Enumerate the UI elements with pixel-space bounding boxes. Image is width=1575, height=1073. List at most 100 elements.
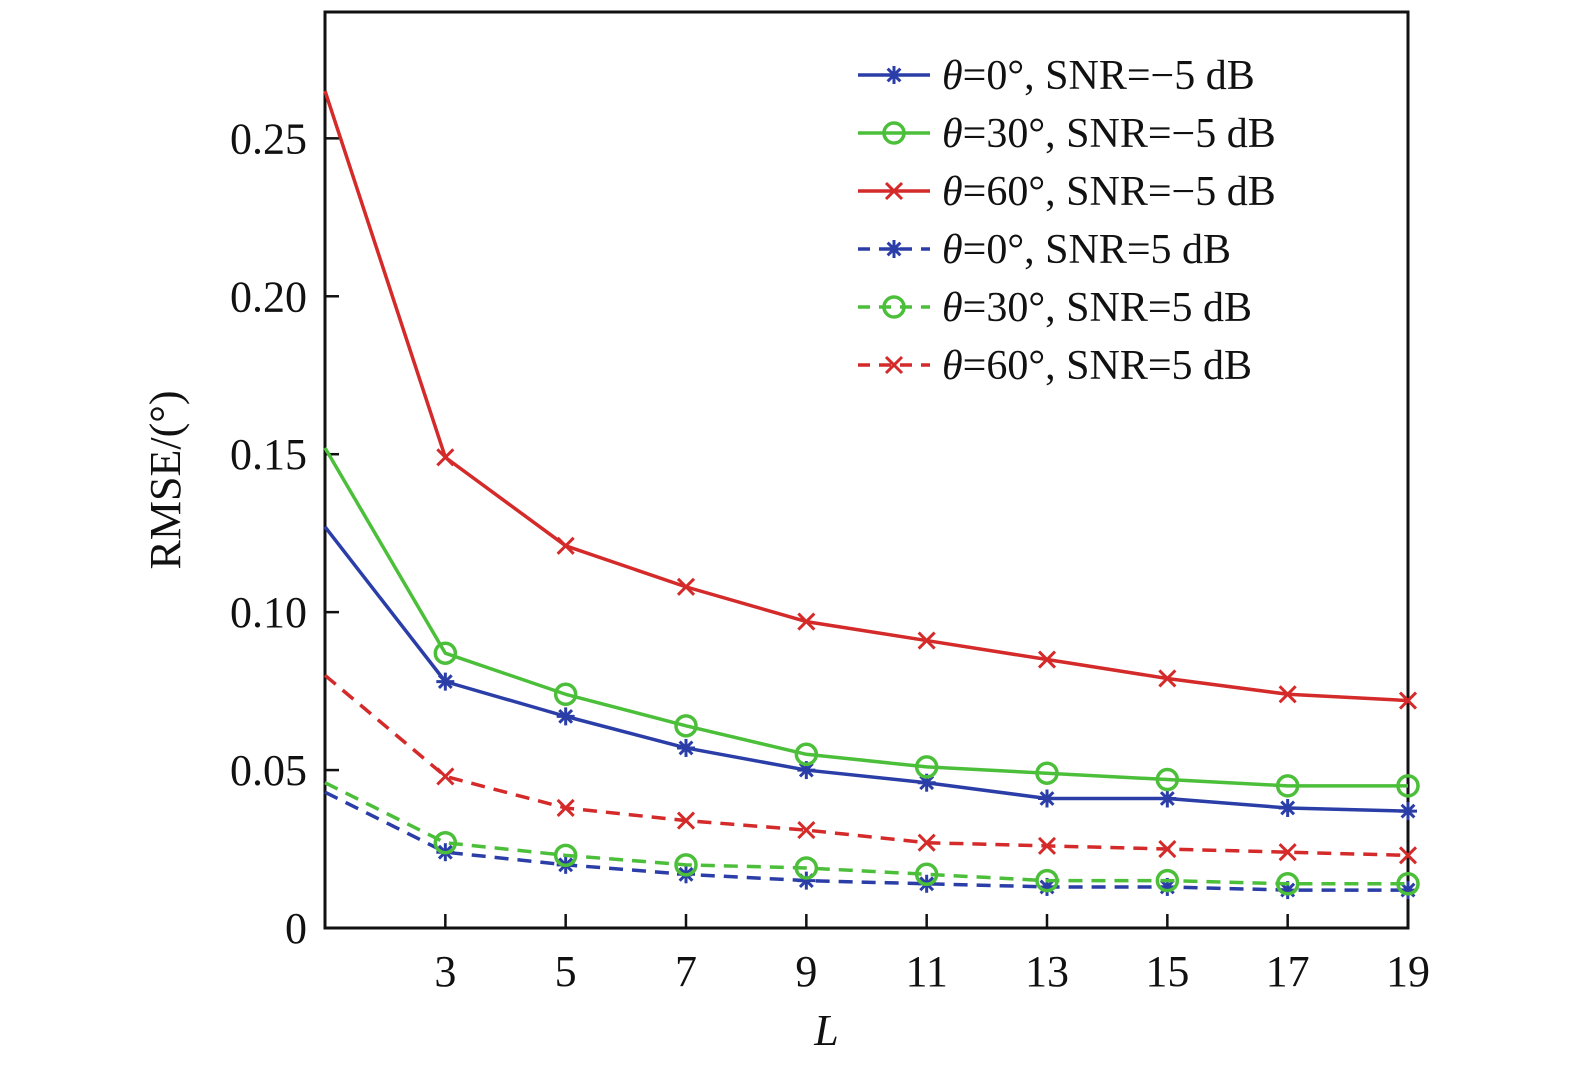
data-point — [1278, 685, 1297, 704]
legend-marker — [884, 355, 904, 375]
legend-theta: θ — [942, 227, 963, 273]
data-point — [436, 767, 455, 786]
data-point — [556, 798, 575, 818]
x-tick-label: 19 — [1386, 947, 1430, 996]
x-tick-label: 9 — [795, 947, 817, 996]
y-tick-label: 0.05 — [230, 746, 307, 795]
legend-item: θ=0°, SNR=−5 dB — [858, 53, 1255, 99]
data-point — [1396, 872, 1420, 896]
legend-marker — [885, 66, 903, 84]
legend: θ=0°, SNR=−5 dBθ=30°, SNR=−5 dBθ=60°, SN… — [858, 53, 1276, 389]
data-point — [674, 853, 698, 877]
x-tick-label: 5 — [555, 947, 577, 996]
data-point — [1158, 839, 1177, 859]
legend-theta: θ — [942, 53, 963, 99]
x-tick-label: 7 — [675, 947, 697, 996]
y-tick-label: 0.15 — [230, 430, 307, 479]
plot-border — [323, 10, 1410, 930]
y-axis-label: RMSE/(°) — [141, 391, 190, 570]
legend-name: =60°, SNR=−5 dB — [963, 169, 1276, 215]
series-layer — [323, 90, 1420, 900]
series-line — [323, 673, 1409, 858]
data-point — [1398, 846, 1418, 865]
data-point — [553, 843, 578, 868]
plot-frame — [323, 10, 1410, 930]
data-point — [1275, 872, 1300, 896]
data-point — [917, 631, 936, 650]
data-point — [677, 738, 695, 757]
legend-item: θ=60°, SNR=5 dB — [858, 343, 1252, 389]
legend-name: =30°, SNR=5 dB — [963, 285, 1252, 331]
data-point — [794, 856, 819, 880]
data-point — [1278, 843, 1297, 862]
legend-theta: θ — [942, 343, 963, 389]
series-3 — [323, 90, 1418, 710]
legend-label: θ=0°, SNR=−5 dB — [942, 53, 1255, 99]
data-point — [436, 448, 455, 467]
series-line — [323, 90, 1409, 703]
data-point — [914, 755, 939, 779]
legend-label: θ=60°, SNR=5 dB — [942, 343, 1252, 389]
series-5 — [324, 781, 1420, 896]
data-point — [1037, 836, 1057, 855]
series-2 — [323, 447, 1420, 798]
y-tick-label: 0 — [285, 904, 307, 953]
legend-item: θ=60°, SNR=−5 dB — [858, 169, 1276, 215]
data-point — [914, 862, 939, 887]
data-point — [1155, 767, 1180, 792]
x-tick-label: 3 — [434, 947, 456, 996]
legend-label: θ=30°, SNR=−5 dB — [942, 111, 1276, 157]
data-point — [797, 612, 816, 631]
series-line — [324, 781, 1408, 886]
y-tick-label: 0.10 — [230, 588, 307, 637]
legend-name: =60°, SNR=5 dB — [963, 343, 1252, 389]
data-point — [1398, 691, 1418, 710]
data-point — [1158, 789, 1177, 808]
legend-item: θ=0°, SNR=5 dB — [858, 227, 1231, 273]
data-point — [553, 682, 578, 707]
series-line — [323, 447, 1408, 788]
data-point — [797, 821, 816, 840]
legend-name: =30°, SNR=−5 dB — [963, 111, 1276, 157]
data-point — [433, 830, 458, 855]
data-point — [674, 714, 698, 738]
data-point — [1037, 650, 1057, 669]
x-tick-label: 17 — [1266, 947, 1310, 996]
legend-marker — [884, 181, 904, 201]
data-point — [556, 536, 575, 555]
x-tick-label: 11 — [905, 947, 947, 996]
y-tick-label: 0.25 — [230, 114, 307, 163]
legend-theta: θ — [942, 169, 963, 215]
x-tick-label: 13 — [1025, 947, 1069, 996]
series-1 — [323, 525, 1417, 821]
x-axis-label: L — [813, 1006, 838, 1055]
data-point — [1278, 798, 1297, 817]
legend-name: =0°, SNR=−5 dB — [963, 53, 1255, 99]
data-point — [1038, 789, 1056, 808]
data-point — [1158, 669, 1177, 688]
legend-marker — [882, 295, 906, 319]
series-line — [323, 525, 1409, 813]
x-tick-label: 15 — [1145, 947, 1189, 996]
x-axis-ticks: 3 5 7 9 11 13 15 17 19 — [434, 914, 1430, 996]
legend-item: θ=30°, SNR=5 dB — [858, 285, 1252, 331]
data-point — [436, 672, 455, 691]
data-point — [917, 833, 936, 852]
series-line — [324, 790, 1408, 892]
data-point — [1035, 761, 1059, 785]
data-point — [1396, 774, 1420, 798]
legend-marker — [885, 240, 903, 258]
y-axis-ticks: 0 0.05 0.10 0.15 0.20 0.25 — [230, 114, 339, 953]
data-point — [1275, 774, 1300, 798]
legend-theta: θ — [942, 111, 963, 157]
legend-marker — [882, 121, 906, 145]
legend-name: =0°, SNR=5 dB — [963, 227, 1231, 273]
data-point — [676, 577, 696, 596]
legend-label: θ=0°, SNR=5 dB — [942, 227, 1231, 273]
legend-label: θ=30°, SNR=5 dB — [942, 285, 1252, 331]
legend-label: θ=60°, SNR=−5 dB — [942, 169, 1276, 215]
y-tick-label: 0.20 — [230, 272, 307, 321]
legend-item: θ=30°, SNR=−5 dB — [858, 111, 1276, 157]
series-6 — [323, 673, 1418, 865]
